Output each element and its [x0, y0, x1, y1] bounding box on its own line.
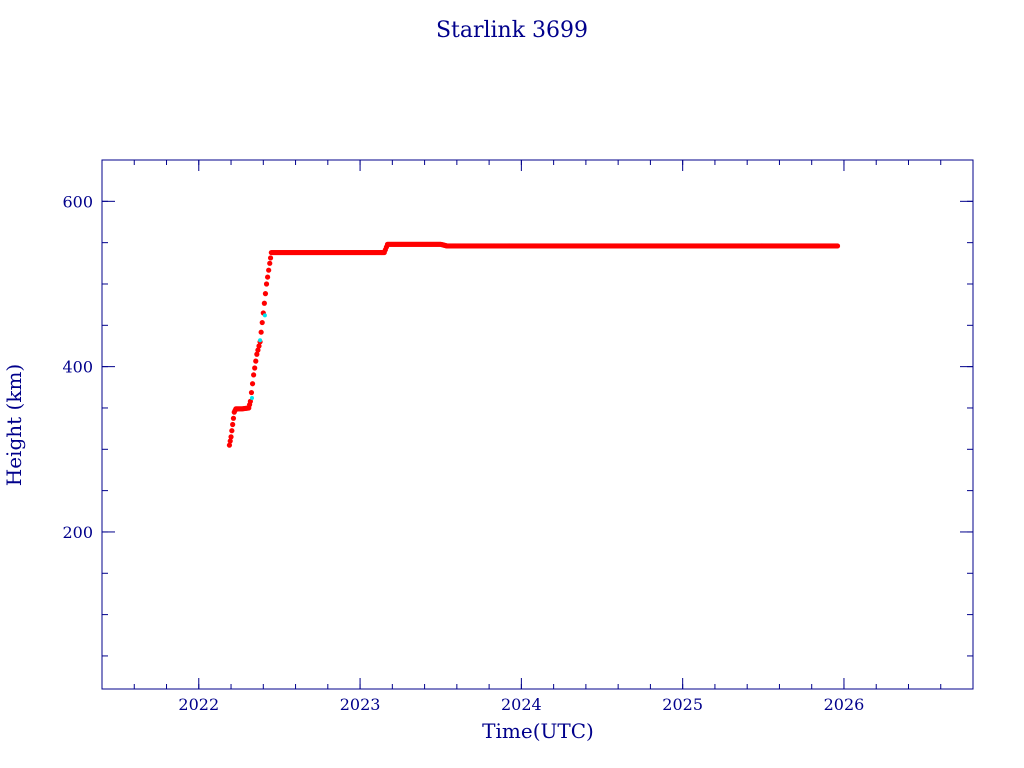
data-point — [248, 389, 255, 396]
data-point — [226, 442, 233, 448]
data-point — [229, 428, 235, 434]
x-tick-label: 2023 — [340, 695, 381, 714]
data-point — [247, 398, 253, 404]
y-axis-label: Height (km) — [2, 364, 26, 486]
data-point — [267, 255, 274, 261]
data-point — [228, 434, 234, 440]
data-point — [266, 267, 272, 273]
data-point — [230, 421, 236, 428]
data-point — [227, 438, 233, 444]
data-point — [263, 281, 270, 287]
data-point — [251, 372, 257, 378]
data-points — [226, 241, 841, 448]
axis-tick-labels: 2022 2023 2024 2025 2026 200 400 600 — [62, 192, 864, 714]
x-tick-label: 2026 — [824, 695, 865, 714]
chart-title: Starlink 3699 — [436, 18, 588, 43]
data-point — [256, 343, 262, 349]
data-point — [254, 351, 260, 357]
data-point — [230, 415, 237, 421]
y-tick-label: 400 — [62, 358, 93, 377]
data-point — [259, 319, 265, 326]
highlight-point — [258, 338, 263, 343]
plot-area: 2022 2023 2024 2025 2026 200 400 600 — [62, 159, 974, 714]
data-point — [253, 358, 259, 364]
data-point — [264, 274, 271, 280]
data-point — [261, 300, 267, 306]
y-tick-label: 600 — [62, 192, 93, 211]
axis-ticks — [102, 160, 973, 689]
highlight-point — [262, 313, 267, 318]
plot-frame — [101, 159, 974, 690]
data-point — [249, 381, 256, 387]
data-point — [255, 347, 261, 353]
data-point — [252, 365, 258, 371]
data-point — [258, 329, 264, 335]
data-point — [262, 291, 269, 297]
data-point — [834, 243, 841, 249]
x-axis-label: Time(UTC) — [482, 719, 594, 743]
highlight-point — [250, 396, 255, 401]
x-tick-label: 2022 — [178, 695, 219, 714]
data-point — [267, 260, 273, 266]
y-tick-label: 200 — [62, 523, 93, 542]
x-tick-label: 2025 — [662, 695, 703, 714]
x-tick-label: 2024 — [501, 695, 542, 714]
